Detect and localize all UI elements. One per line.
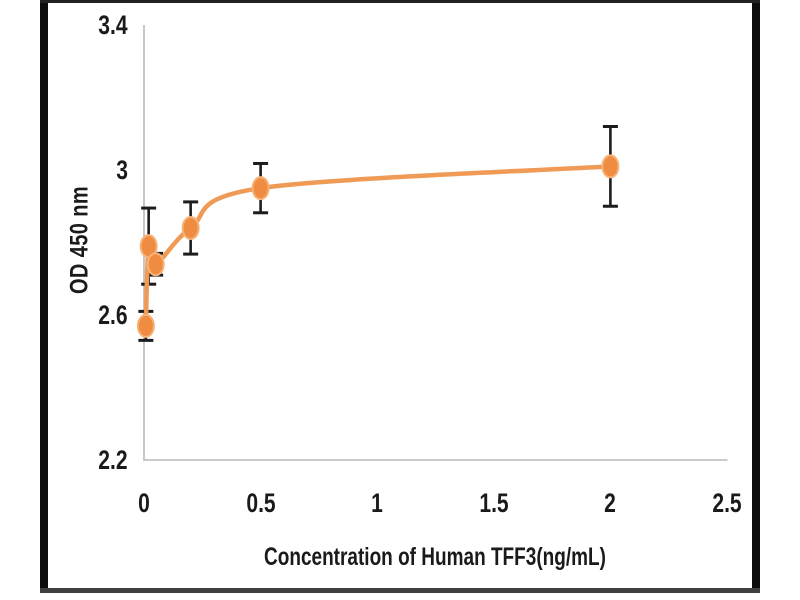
y-axis-tick-label: 2.2 <box>98 445 128 475</box>
data-point-marker <box>601 154 620 179</box>
x-axis-title: Concentration of Human TFF3(ng/mL) <box>264 543 606 571</box>
frame-left-border <box>40 0 48 593</box>
y-axis-tick-label: 3 <box>116 155 128 185</box>
frame-bottom-border <box>40 588 760 593</box>
y-axis-title: OD 450 nm <box>65 185 94 295</box>
x-axis-tick-label: 1 <box>371 488 384 518</box>
axis-lines <box>143 25 728 461</box>
data-point-marker <box>136 313 155 338</box>
x-axis-tick-label: 2 <box>604 488 617 518</box>
x-axis-tick-label: 0 <box>138 488 150 518</box>
x-axis-tick-label: 0.5 <box>245 488 276 518</box>
x-axis-tick-label: 1.5 <box>479 488 509 518</box>
data-point-marker <box>181 216 200 240</box>
data-curve <box>143 164 613 329</box>
frame-right-border <box>752 0 760 593</box>
data-point-marker <box>146 252 165 277</box>
y-axis-tick-label: 3.4 <box>98 10 128 40</box>
y-axis-tick-label: 2.6 <box>98 300 128 330</box>
frame-top-border <box>40 0 760 3</box>
data-point-marker <box>251 176 270 201</box>
x-axis-tick-label: 2.5 <box>712 488 742 518</box>
